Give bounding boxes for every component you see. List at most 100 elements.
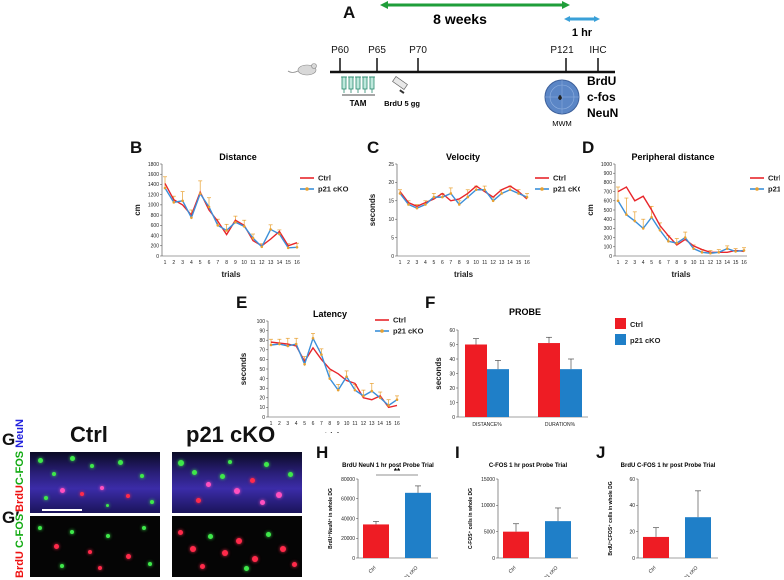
y-tick-label: 1400 xyxy=(148,182,159,188)
panel-letter-f: F xyxy=(425,293,436,312)
y-tick-label: 800 xyxy=(604,180,613,186)
y-tick-label: 200 xyxy=(151,244,160,250)
mouse-icon xyxy=(287,63,317,76)
data-point xyxy=(483,188,486,192)
cell xyxy=(140,474,144,478)
y-tick-label: 30 xyxy=(449,371,455,377)
x-tick-label: 9 xyxy=(234,260,237,266)
cell xyxy=(54,544,59,549)
data-point xyxy=(683,236,687,239)
y-tick-label: 60 xyxy=(449,328,455,334)
y-tick-label: 300 xyxy=(604,226,613,232)
data-point xyxy=(491,199,495,203)
legend-label-ctrl: Ctrl xyxy=(768,174,780,183)
bar-ctrl xyxy=(465,344,487,417)
cell xyxy=(98,566,102,570)
data-point xyxy=(362,394,365,398)
panel-letter-h: H xyxy=(316,443,329,462)
y-tick-label: 10 xyxy=(388,217,394,223)
micro-cko-brdu-cfos xyxy=(172,516,302,577)
cell xyxy=(190,546,196,552)
label-cfos: C-FOS xyxy=(14,450,26,486)
y-tick-label: 1000 xyxy=(601,162,612,168)
legend-label-p21-cko: p21 cKO xyxy=(768,185,780,194)
y-tick-label: 40 xyxy=(629,503,635,509)
y-tick-label: 500 xyxy=(604,208,613,214)
x-tick-label: 7 xyxy=(320,421,323,427)
cell xyxy=(100,486,104,490)
y-tick-label: 90 xyxy=(259,328,265,334)
data-point xyxy=(295,246,299,249)
x-tick-label: 1 xyxy=(399,260,402,266)
y-axis-label: BrdU⁺NeuN⁺ in whole DG xyxy=(328,488,334,549)
cell xyxy=(80,492,84,496)
data-point xyxy=(709,251,712,255)
x-tick-label: 12 xyxy=(259,260,265,266)
y-tick-label: 20000 xyxy=(341,536,355,542)
legend-label-p21-cko: p21 cKO xyxy=(553,185,580,194)
cell xyxy=(260,500,265,505)
cell xyxy=(250,478,255,483)
y-tick-label: 0 xyxy=(452,415,455,421)
x-tick-label: 13 xyxy=(716,260,722,266)
x-tick-label: 7 xyxy=(216,260,219,266)
legend-label-ctrl: Ctrl xyxy=(393,316,406,325)
y-tick-label: 40 xyxy=(259,376,265,382)
legend-swatch-ctrl xyxy=(615,318,626,329)
x-tick-label: 12 xyxy=(708,260,714,266)
legend-label-ctrl: Ctrl xyxy=(630,320,643,329)
eight-weeks-label: 8 weeks xyxy=(433,11,487,27)
x-tick-label: p21 cKO xyxy=(401,565,419,577)
arrow-head-right-icon xyxy=(562,1,570,9)
y-tick-label: 1600 xyxy=(148,172,159,178)
x-tick-label: 12 xyxy=(490,260,496,266)
x-tick-label: 6 xyxy=(441,260,444,266)
y-tick-label: 600 xyxy=(151,223,160,229)
x-axis-label: trials xyxy=(671,270,691,279)
chart-title: Distance xyxy=(219,152,257,162)
x-tick-label: 16 xyxy=(294,260,300,266)
data-point xyxy=(407,203,410,206)
y-axis-label: C-FOS⁺ cells in whole DG xyxy=(468,488,474,549)
x-tick-label: 9 xyxy=(337,421,340,427)
data-point xyxy=(336,388,340,392)
y-tick-label: 20 xyxy=(259,396,265,402)
x-tick-label: 9 xyxy=(684,260,687,266)
data-point xyxy=(633,219,637,223)
label-brdu: BrdU xyxy=(14,551,26,578)
y-tick-label: 1000 xyxy=(148,203,159,209)
x-tick-label: 2 xyxy=(625,260,628,266)
x-tick-label: 13 xyxy=(499,260,505,266)
y-tick-label: 5000 xyxy=(484,529,495,535)
micro-ctrl-merge xyxy=(30,452,160,513)
y-axis-label: seconds xyxy=(368,193,377,226)
data-point xyxy=(320,353,323,356)
data-point xyxy=(692,247,695,250)
cell xyxy=(126,494,130,498)
x-tick-label: 1 xyxy=(164,260,167,266)
micro-cko-merge xyxy=(172,452,302,513)
panel-letter-d: D xyxy=(582,138,595,157)
cell xyxy=(234,488,240,494)
data-point xyxy=(353,388,357,392)
bar-ctrl xyxy=(643,536,669,558)
y-tick-label: 15000 xyxy=(481,477,495,483)
marker-brdu: BrdU xyxy=(587,74,616,88)
x-tick-label: 2 xyxy=(407,260,410,266)
chart-peripheral-distance: Peripheral distance 0 100 200 300 400 500 600 70… xyxy=(586,152,780,279)
y-tick-label: 10 xyxy=(449,400,455,406)
data-point xyxy=(625,213,628,216)
y-tick-label: 0 xyxy=(391,254,394,260)
arrow-head-right-icon xyxy=(594,16,600,22)
timepoint-ihc: IHC xyxy=(589,45,606,56)
arrow-head-left-icon xyxy=(564,16,570,22)
timepoint-p65: P65 xyxy=(368,45,386,56)
cell xyxy=(178,460,184,466)
data-point xyxy=(345,375,348,378)
one-hour-label: 1 hr xyxy=(572,27,593,39)
x-tick-label: 8 xyxy=(675,260,678,266)
x-tick-label: 13 xyxy=(369,421,375,427)
x-tick-label: 10 xyxy=(473,260,479,266)
data-point xyxy=(269,343,273,347)
